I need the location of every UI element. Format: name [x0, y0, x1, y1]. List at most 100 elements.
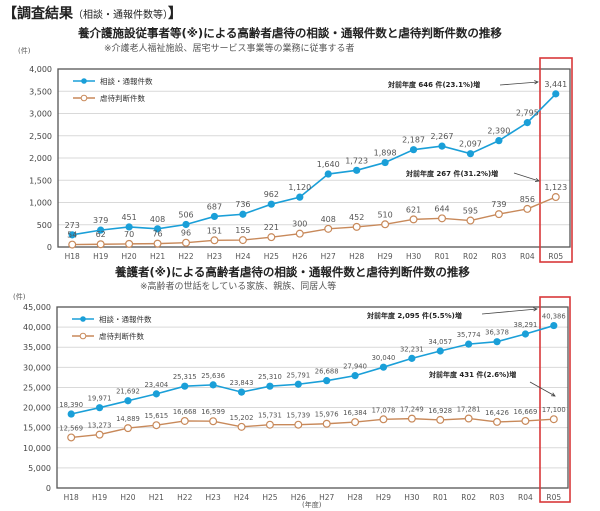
highlight-box-r05 — [539, 296, 571, 503]
data-point — [238, 236, 247, 245]
x-tick-label: H26 — [291, 493, 306, 502]
data-point — [495, 137, 503, 145]
data-label: 2,187 — [402, 136, 425, 145]
x-tick-label: R01 — [435, 252, 450, 261]
data-point — [351, 372, 359, 380]
x-tick-label: H28 — [347, 493, 362, 502]
legend-marker-icon — [80, 316, 86, 322]
y-tick-label: 5,000 — [28, 464, 51, 473]
data-point — [436, 415, 445, 424]
arrow-head-icon — [534, 80, 539, 85]
x-tick-label: H21 — [149, 493, 164, 502]
annotation-arrow — [499, 81, 539, 86]
data-point — [209, 417, 218, 426]
data-point — [351, 418, 360, 427]
x-tick-label: H18 — [64, 493, 79, 502]
data-point — [523, 119, 531, 127]
y-tick-label: 0 — [46, 484, 51, 493]
x-tick-label: H25 — [264, 252, 279, 261]
legend-marker-icon — [79, 332, 87, 340]
plot-frame — [57, 68, 571, 248]
data-label: 16,426 — [485, 409, 509, 417]
data-label: 273 — [65, 221, 80, 230]
chart1-subtitle: ※介護老人福祉施設、居宅サービス事業等の業務に従事する者 — [104, 44, 355, 54]
data-label: 62 — [96, 230, 106, 239]
data-point — [322, 419, 331, 428]
data-label: 151 — [207, 226, 222, 235]
data-label: 2,267 — [431, 132, 454, 141]
chart2-subtitle: ※高齢者の世話をしている家族、親族、同居人等 — [140, 282, 337, 292]
data-point — [466, 150, 475, 158]
data-point — [324, 224, 333, 233]
data-label: 96 — [181, 229, 191, 238]
data-point — [521, 330, 530, 338]
data-label: 155 — [235, 226, 250, 235]
y-tick-label: 3,500 — [29, 87, 52, 96]
data-label: 621 — [406, 205, 421, 214]
y-tick-label: 1,500 — [29, 176, 52, 185]
legend-marker-icon — [81, 78, 87, 84]
data-label: 1,723 — [345, 156, 368, 165]
header-title: 【調査結果 — [3, 6, 73, 22]
data-label: 452 — [349, 213, 364, 222]
data-point — [294, 420, 303, 429]
data-point — [381, 158, 389, 167]
x-tick-label: R04 — [520, 252, 535, 261]
data-label: 35,774 — [457, 331, 481, 339]
data-point — [97, 226, 105, 234]
y-tick-label: 45,000 — [23, 303, 51, 312]
data-label: 15,739 — [286, 412, 310, 420]
annotation-text: 対前年度 267 件(31.2%)増 — [405, 169, 498, 178]
data-point — [552, 90, 560, 98]
data-label: 1,898 — [374, 149, 397, 158]
data-point — [152, 390, 160, 398]
data-point — [182, 220, 190, 229]
legend-marker-icon — [80, 94, 88, 102]
highlight-box-r05 — [539, 57, 573, 263]
data-label: 17,249 — [400, 406, 424, 414]
data-point — [237, 422, 246, 431]
data-point — [153, 239, 162, 248]
annotation-text: 対前年度 2,095 件(5.5%)増 — [366, 311, 462, 320]
x-tick-label: H22 — [177, 493, 192, 502]
data-label: 1,123 — [544, 183, 567, 192]
data-label: 27,940 — [343, 363, 367, 371]
data-point — [294, 380, 302, 388]
legend-label: 相談・通報件数 — [99, 314, 152, 324]
x-tick-label: R03 — [490, 493, 505, 502]
data-label: 408 — [150, 215, 165, 224]
arrow-head-icon — [550, 392, 556, 397]
series-line — [72, 196, 557, 246]
data-label: 451 — [121, 213, 136, 222]
annotation-text: 対前年度 646 件(23.1%)増 — [387, 80, 480, 89]
legend-label: 虐待判断件数 — [99, 331, 144, 341]
data-point — [68, 231, 76, 239]
data-label: 408 — [321, 215, 336, 224]
x-tick-label: H28 — [349, 252, 364, 261]
data-label: 40,386 — [542, 313, 566, 321]
data-label: 3,441 — [544, 80, 567, 89]
data-label: 687 — [207, 202, 222, 211]
data-label: 1,640 — [317, 160, 340, 169]
data-point — [409, 146, 418, 154]
data-point — [124, 397, 132, 405]
data-point — [210, 236, 219, 245]
data-point — [95, 430, 104, 439]
data-point — [95, 404, 104, 412]
annotation-arrow — [529, 381, 556, 397]
header-close: 】 — [168, 6, 182, 22]
data-point — [237, 388, 246, 396]
data-point — [295, 229, 304, 238]
data-label: 25,636 — [201, 372, 225, 380]
annotation-arrow — [481, 308, 538, 315]
y-tick-label: 2,000 — [29, 154, 52, 163]
data-point — [265, 420, 274, 429]
x-tick-label: H24 — [234, 493, 249, 502]
x-tick-label: R05 — [546, 493, 561, 502]
data-label: 19,971 — [88, 395, 112, 403]
data-label: 16,668 — [173, 408, 197, 416]
data-point — [551, 193, 560, 202]
y-tick-label: 35,000 — [23, 343, 51, 352]
data-point — [381, 220, 390, 229]
